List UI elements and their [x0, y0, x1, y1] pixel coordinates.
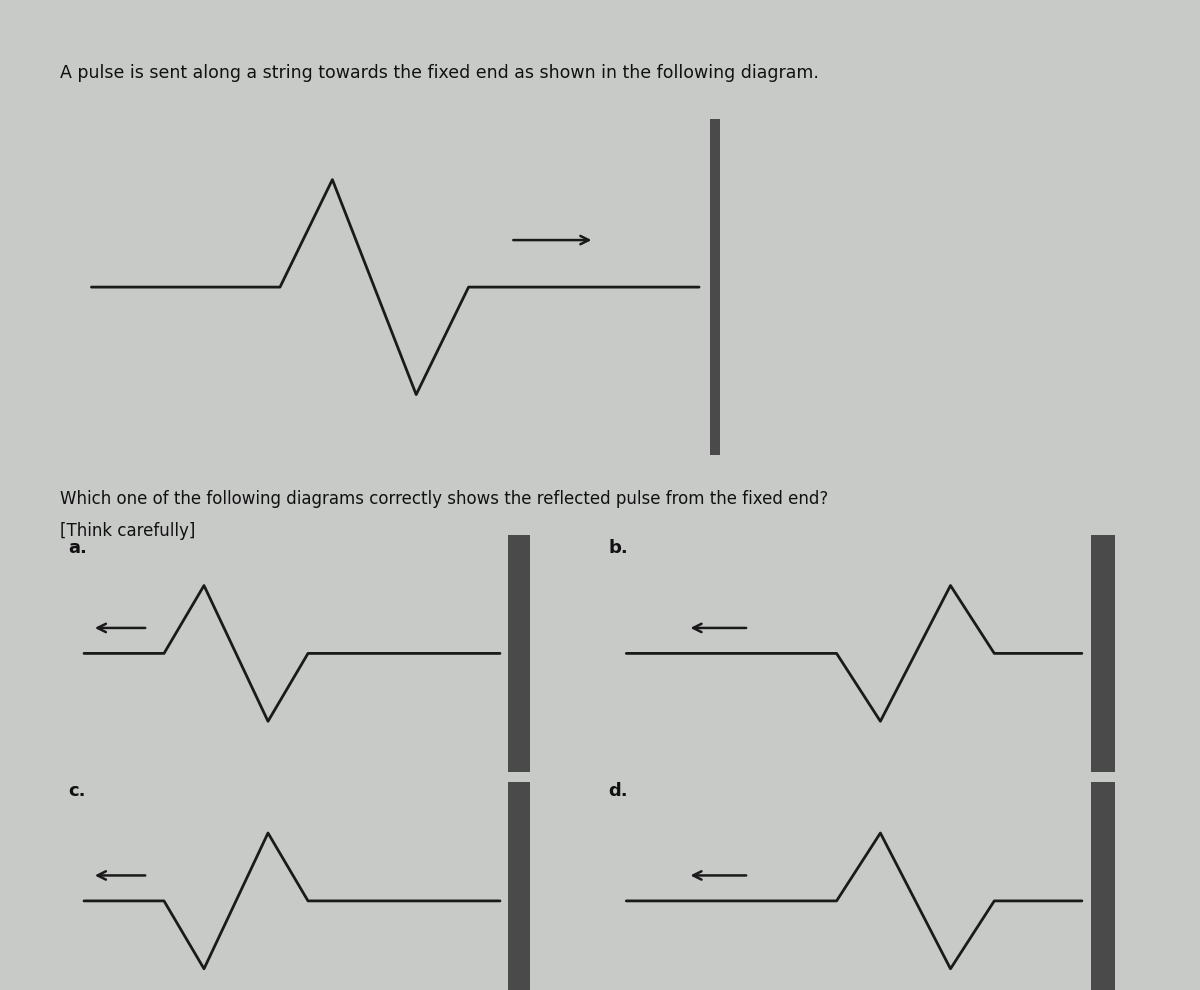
Text: c.: c.	[68, 782, 86, 800]
Text: Which one of the following diagrams correctly shows the reflected pulse from the: Which one of the following diagrams corr…	[60, 490, 828, 508]
Text: a.: a.	[68, 539, 88, 556]
Bar	[1091, 535, 1115, 772]
Bar	[709, 119, 739, 455]
Bar	[508, 535, 530, 772]
Bar	[508, 782, 530, 990]
Text: d.: d.	[608, 782, 628, 800]
Text: A pulse is sent along a string towards the fixed end as shown in the following d: A pulse is sent along a string towards t…	[60, 64, 818, 82]
Bar	[1091, 782, 1115, 990]
Text: b.: b.	[608, 539, 628, 556]
Text: [Think carefully]: [Think carefully]	[60, 522, 196, 540]
